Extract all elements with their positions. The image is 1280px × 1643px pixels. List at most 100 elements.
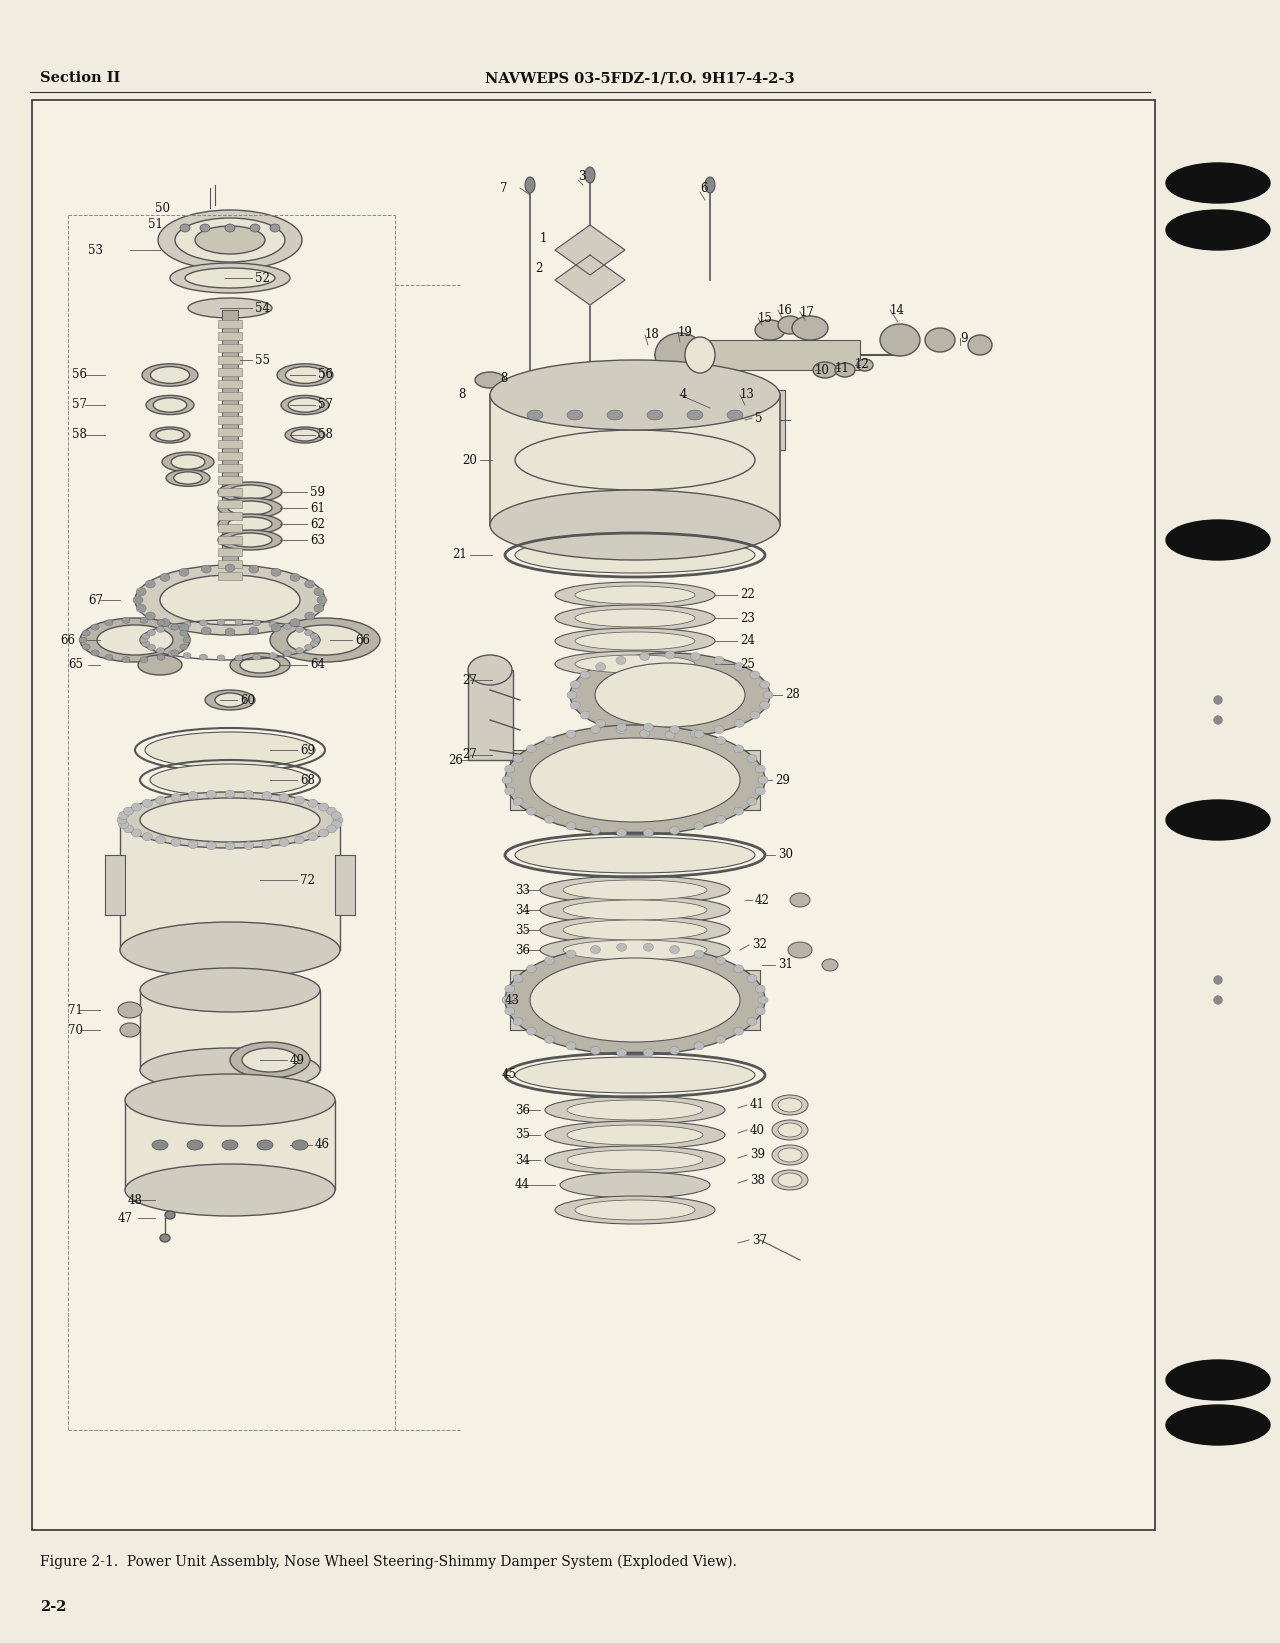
Text: 4: 4 (680, 388, 687, 401)
Ellipse shape (545, 1096, 724, 1124)
Ellipse shape (269, 621, 276, 628)
Ellipse shape (282, 396, 329, 414)
Ellipse shape (156, 836, 165, 845)
Ellipse shape (218, 514, 282, 534)
Ellipse shape (157, 210, 302, 269)
Ellipse shape (556, 605, 716, 631)
Text: 50: 50 (155, 202, 170, 215)
Ellipse shape (1166, 800, 1270, 840)
Ellipse shape (201, 628, 211, 634)
Ellipse shape (540, 876, 730, 904)
Ellipse shape (544, 956, 554, 964)
Text: 56: 56 (72, 368, 87, 381)
Ellipse shape (225, 628, 236, 636)
Ellipse shape (759, 680, 769, 688)
Ellipse shape (79, 637, 87, 642)
Ellipse shape (694, 822, 704, 830)
Ellipse shape (116, 817, 127, 825)
Ellipse shape (150, 427, 189, 444)
Bar (140, 991, 320, 1070)
Bar (218, 393, 242, 399)
Ellipse shape (118, 1002, 142, 1019)
Ellipse shape (575, 633, 695, 651)
Ellipse shape (160, 573, 170, 582)
Text: 5: 5 (755, 411, 763, 424)
Ellipse shape (968, 335, 992, 355)
Ellipse shape (518, 380, 541, 391)
Text: 72: 72 (300, 874, 315, 887)
Ellipse shape (314, 605, 324, 613)
Ellipse shape (150, 764, 310, 795)
Ellipse shape (716, 1035, 726, 1043)
Text: 29: 29 (774, 774, 790, 787)
Text: 37: 37 (753, 1234, 767, 1247)
Ellipse shape (307, 798, 317, 807)
Ellipse shape (530, 738, 740, 822)
Text: 49: 49 (291, 1053, 305, 1066)
Text: 71: 71 (68, 1004, 83, 1017)
Ellipse shape (1213, 976, 1222, 984)
Ellipse shape (566, 950, 576, 958)
Text: 26: 26 (448, 754, 463, 767)
Text: 10: 10 (815, 363, 829, 376)
Ellipse shape (1166, 519, 1270, 560)
Ellipse shape (763, 692, 773, 698)
Ellipse shape (136, 605, 146, 613)
Ellipse shape (504, 766, 515, 772)
Ellipse shape (733, 1027, 744, 1035)
Polygon shape (556, 225, 625, 274)
Text: 27: 27 (462, 674, 477, 687)
Ellipse shape (750, 670, 760, 679)
Ellipse shape (332, 812, 342, 820)
Text: 38: 38 (750, 1173, 765, 1186)
Ellipse shape (690, 652, 700, 660)
Ellipse shape (590, 1047, 600, 1055)
Ellipse shape (881, 324, 920, 357)
Ellipse shape (835, 363, 855, 376)
Ellipse shape (195, 227, 265, 255)
Text: 20: 20 (462, 453, 477, 467)
Ellipse shape (276, 363, 333, 386)
Bar (218, 320, 242, 329)
Ellipse shape (262, 792, 271, 800)
Text: 57: 57 (317, 399, 333, 411)
Ellipse shape (269, 652, 276, 659)
Ellipse shape (248, 628, 259, 634)
Ellipse shape (655, 334, 705, 376)
Ellipse shape (166, 470, 210, 486)
Ellipse shape (123, 825, 133, 833)
Ellipse shape (580, 711, 590, 720)
Text: 33: 33 (515, 884, 530, 897)
Text: 11: 11 (835, 361, 850, 375)
Ellipse shape (257, 1140, 273, 1150)
Ellipse shape (567, 1150, 703, 1170)
Ellipse shape (156, 626, 164, 633)
Bar (218, 536, 242, 544)
Ellipse shape (305, 580, 315, 588)
Ellipse shape (163, 452, 214, 472)
Ellipse shape (326, 825, 337, 833)
Bar (218, 524, 242, 532)
Ellipse shape (525, 177, 535, 192)
Ellipse shape (136, 588, 146, 596)
Ellipse shape (468, 656, 512, 685)
Ellipse shape (252, 619, 261, 626)
Ellipse shape (310, 633, 319, 639)
Ellipse shape (735, 662, 744, 670)
Ellipse shape (138, 656, 182, 675)
Bar (218, 404, 242, 412)
Bar (218, 452, 242, 460)
Ellipse shape (727, 411, 742, 421)
Ellipse shape (160, 1234, 170, 1242)
Ellipse shape (314, 588, 324, 596)
Text: 7: 7 (500, 181, 507, 194)
Ellipse shape (120, 1024, 140, 1037)
Ellipse shape (228, 501, 273, 514)
Ellipse shape (305, 611, 315, 619)
Text: 19: 19 (678, 325, 692, 338)
Ellipse shape (82, 631, 90, 636)
Ellipse shape (595, 662, 605, 670)
Ellipse shape (640, 729, 650, 738)
Ellipse shape (755, 986, 765, 992)
Ellipse shape (133, 596, 143, 605)
